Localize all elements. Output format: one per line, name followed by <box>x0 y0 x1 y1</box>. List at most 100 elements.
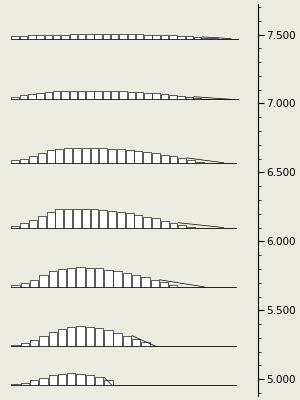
Bar <box>144 35 152 39</box>
Bar <box>177 96 185 99</box>
Bar <box>161 154 169 163</box>
Bar <box>39 378 48 385</box>
Bar <box>177 36 185 39</box>
Bar <box>141 277 150 287</box>
Bar <box>119 91 127 99</box>
Bar <box>161 94 168 99</box>
Bar <box>161 35 168 39</box>
Bar <box>78 91 85 99</box>
Bar <box>104 380 112 385</box>
Bar <box>21 382 29 385</box>
Bar <box>144 92 152 99</box>
Bar <box>91 209 98 228</box>
Bar <box>29 220 37 228</box>
Bar <box>202 38 210 39</box>
Bar <box>126 213 134 228</box>
Bar <box>169 223 178 228</box>
Bar <box>11 160 20 163</box>
Bar <box>136 34 143 39</box>
Bar <box>85 268 94 287</box>
Bar <box>104 270 112 287</box>
Bar <box>20 159 28 163</box>
Bar <box>11 36 19 39</box>
Bar <box>82 209 90 228</box>
Bar <box>58 329 66 346</box>
Bar <box>39 336 48 346</box>
Bar <box>36 93 44 99</box>
Bar <box>28 36 35 39</box>
Bar <box>30 280 38 287</box>
Bar <box>56 210 63 228</box>
Bar <box>20 36 27 39</box>
Bar <box>132 275 140 287</box>
Bar <box>126 150 134 163</box>
Bar <box>85 375 94 385</box>
Bar <box>53 35 60 39</box>
Bar <box>49 332 57 346</box>
Bar <box>169 156 178 163</box>
Bar <box>46 150 55 163</box>
Bar <box>186 36 193 39</box>
Bar <box>94 34 102 39</box>
Bar <box>152 93 160 99</box>
Bar <box>94 91 102 99</box>
Bar <box>194 98 201 99</box>
Bar <box>20 95 27 99</box>
Bar <box>91 148 98 163</box>
Bar <box>104 330 112 346</box>
Bar <box>186 97 193 99</box>
Bar <box>58 374 66 385</box>
Bar <box>178 225 186 228</box>
Bar <box>67 374 75 385</box>
Bar <box>49 272 57 287</box>
Bar <box>95 377 103 385</box>
Bar <box>152 153 160 163</box>
Bar <box>134 215 142 228</box>
Bar <box>64 148 72 163</box>
Bar <box>76 267 85 287</box>
Bar <box>132 339 140 346</box>
Bar <box>128 92 135 99</box>
Bar <box>187 226 195 228</box>
Bar <box>152 218 160 228</box>
Bar <box>194 37 201 39</box>
Bar <box>108 211 116 228</box>
Bar <box>143 152 151 163</box>
Bar <box>85 327 94 346</box>
Bar <box>113 271 122 287</box>
Bar <box>86 34 94 39</box>
Bar <box>61 34 69 39</box>
Bar <box>11 345 20 346</box>
Bar <box>82 148 90 163</box>
Bar <box>160 282 168 287</box>
Bar <box>169 285 177 287</box>
Bar <box>11 384 20 385</box>
Bar <box>95 328 103 346</box>
Bar <box>86 91 94 99</box>
Bar <box>117 212 125 228</box>
Bar <box>53 92 60 99</box>
Bar <box>103 34 110 39</box>
Bar <box>64 209 72 228</box>
Bar <box>58 269 66 287</box>
Bar <box>70 91 77 99</box>
Bar <box>187 160 195 163</box>
Bar <box>134 151 142 163</box>
Bar <box>21 283 29 287</box>
Bar <box>46 212 55 228</box>
Bar <box>119 34 127 39</box>
Bar <box>67 327 75 346</box>
Bar <box>103 91 110 99</box>
Bar <box>45 35 52 39</box>
Bar <box>123 273 131 287</box>
Bar <box>29 156 37 163</box>
Bar <box>99 210 107 228</box>
Bar <box>76 326 85 346</box>
Bar <box>117 149 125 163</box>
Bar <box>136 92 143 99</box>
Bar <box>67 268 75 287</box>
Bar <box>30 380 38 385</box>
Bar <box>36 35 44 39</box>
Bar <box>20 224 28 228</box>
Bar <box>169 35 176 39</box>
